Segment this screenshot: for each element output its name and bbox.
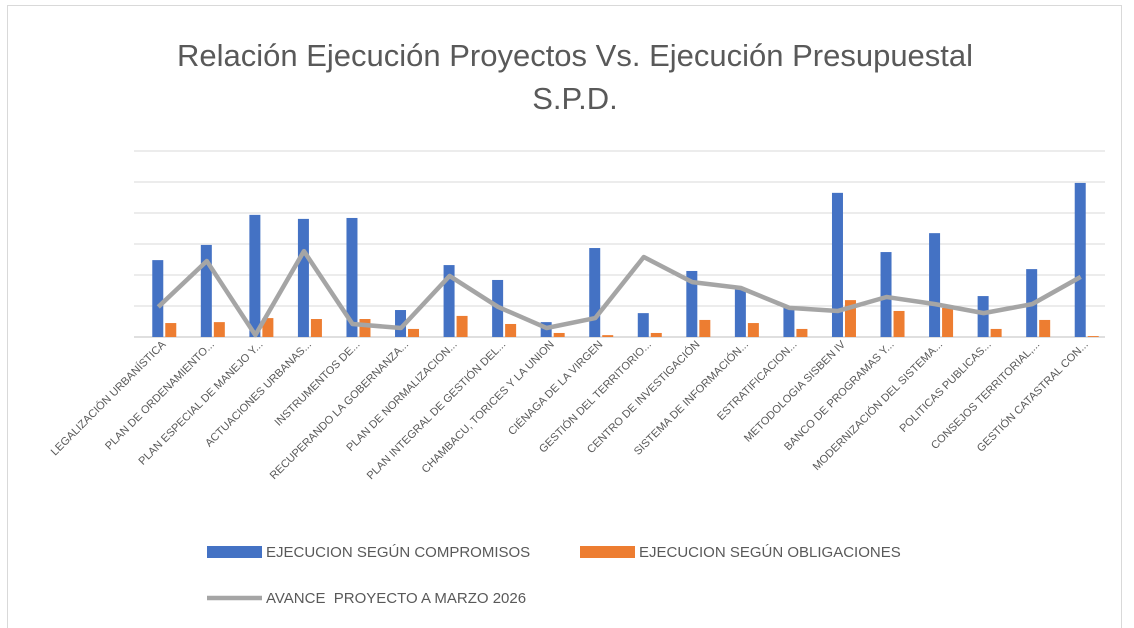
bar	[310, 319, 322, 337]
x-tick-label: CIÉNAGA DE LA VIRGEN	[505, 338, 605, 438]
bar	[1074, 182, 1086, 337]
bar	[650, 332, 662, 337]
bar	[165, 323, 177, 337]
bar	[200, 244, 212, 337]
legend-label: AVANCE PROYECTO A MARZO 2026	[266, 590, 526, 607]
bar	[553, 332, 565, 337]
bar	[942, 307, 954, 337]
bar	[456, 315, 468, 337]
legend-label: EJECUCION SEGÚN OBLIGACIONES	[639, 544, 901, 561]
x-tick-label: METODOLOGIA SISBEN IV	[742, 338, 848, 444]
chart-border	[7, 5, 1122, 628]
bar	[893, 310, 905, 337]
bar	[262, 318, 274, 337]
bar	[602, 335, 614, 337]
bar	[831, 192, 843, 337]
bar	[1087, 336, 1099, 337]
x-tick-label: POLITICAS PUBLICAS...	[898, 339, 994, 435]
bar	[297, 218, 309, 337]
bar	[686, 270, 698, 337]
line	[156, 248, 1082, 338]
bar	[1039, 319, 1051, 337]
bar	[213, 322, 225, 337]
bar	[977, 296, 989, 337]
bar	[637, 313, 649, 337]
bar	[395, 310, 407, 337]
bar	[505, 323, 517, 337]
bar	[589, 248, 601, 337]
bar	[152, 260, 164, 337]
bar	[796, 328, 808, 337]
bar	[844, 300, 856, 337]
legend-swatch	[207, 546, 262, 558]
bar	[783, 306, 795, 337]
bar	[929, 233, 941, 337]
bar	[699, 319, 711, 337]
bar	[880, 252, 892, 337]
bar	[408, 328, 420, 337]
x-tick-label: ESTRATIFICACION...	[715, 339, 799, 423]
legend-swatch	[580, 546, 635, 558]
bar	[734, 288, 746, 337]
legend-label: EJECUCION SEGÚN COMPROMISOS	[266, 544, 530, 561]
bar	[747, 323, 759, 337]
bar	[346, 217, 358, 337]
bar	[359, 319, 371, 337]
bar	[443, 265, 455, 337]
x-tick-label: INSTRUMENTOS DE...	[273, 339, 363, 429]
bar	[990, 328, 1002, 337]
chart-title: Relación Ejecución Proyectos Vs. Ejecuci…	[176, 38, 974, 116]
bar	[249, 214, 261, 337]
